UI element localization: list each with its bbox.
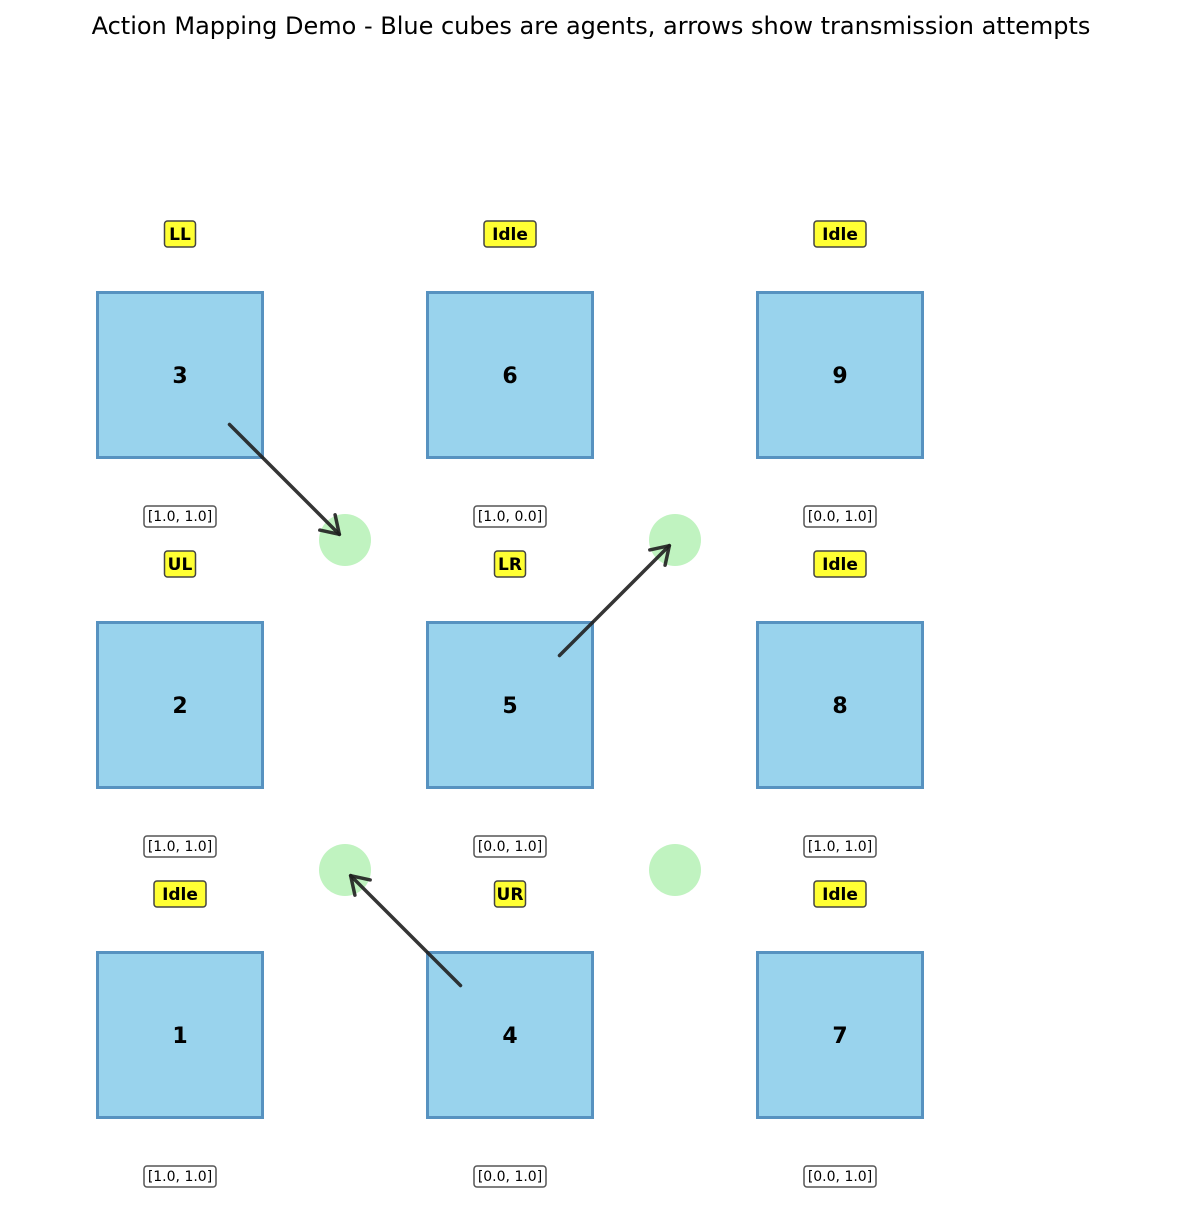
action-label: Idle: [822, 555, 858, 575]
state-box: [803, 835, 877, 858]
action-label: LR: [498, 555, 522, 575]
state-box: [143, 505, 217, 528]
state-box: [143, 1165, 217, 1188]
agent-cube-2: 2 UL [1.0, 1.0]: [96, 550, 264, 858]
agent-id-label: 8: [832, 694, 847, 719]
action-badge: [813, 220, 867, 248]
agent-square: [426, 291, 594, 459]
arrow-head: [648, 543, 672, 567]
action-badge: [493, 550, 527, 578]
state-label: [1.0, 1.0]: [148, 1169, 212, 1185]
action-badge: [493, 880, 527, 908]
agent-square: [756, 621, 924, 789]
agent-id-label: 4: [502, 1024, 517, 1049]
agent-id-label: 1: [172, 1024, 187, 1049]
agent-id-label: 9: [832, 364, 847, 389]
arrow-shaft: [557, 543, 672, 658]
transmission-arrow-3: [227, 422, 342, 537]
agent-id-label: 6: [502, 364, 517, 389]
action-label: UR: [497, 885, 524, 905]
arrow-head: [348, 873, 372, 897]
state-label: [1.0, 0.0]: [478, 509, 542, 525]
relay-node: [649, 844, 701, 896]
agent-cube-9: 9 Idle [0.0, 1.0]: [756, 220, 924, 528]
agent-cube-7: 7 Idle [0.0, 1.0]: [756, 880, 924, 1188]
agent-square: [96, 621, 264, 789]
state-box: [473, 1165, 547, 1188]
state-box: [803, 1165, 877, 1188]
transmission-arrow-4: [348, 873, 463, 988]
agent-cube-5: 5 LR [0.0, 1.0]: [426, 550, 594, 858]
action-badge: [813, 550, 867, 578]
agent-cube-4: 4 UR [0.0, 1.0]: [426, 880, 594, 1188]
agent-cube-3: 3 LL [1.0, 1.0]: [96, 220, 264, 528]
agent-cube-1: 1 Idle [1.0, 1.0]: [96, 880, 264, 1188]
action-badge: [153, 880, 207, 908]
relay-layer: [319, 514, 701, 896]
state-box: [143, 835, 217, 858]
agent-square: [96, 951, 264, 1119]
agent-square: [756, 951, 924, 1119]
state-label: [1.0, 1.0]: [148, 839, 212, 855]
action-label: Idle: [822, 225, 858, 245]
action-badge: [483, 220, 537, 248]
agent-layer: 1 Idle [1.0, 1.0] 2 UL [1.0, 1.0] 3 LL [1.0, 1.0…: [96, 220, 924, 1188]
state-label: [0.0, 1.0]: [808, 509, 872, 525]
action-label: Idle: [822, 885, 858, 905]
state-label: [0.0, 1.0]: [808, 1169, 872, 1185]
arrow-shaft: [227, 422, 342, 537]
action-badge: [163, 550, 197, 578]
agent-id-label: 3: [172, 364, 187, 389]
agent-cube-6: 6 Idle [1.0, 0.0]: [426, 220, 594, 528]
agent-id-label: 5: [502, 694, 517, 719]
agent-square: [756, 291, 924, 459]
agent-cube-8: 8 Idle [1.0, 1.0]: [756, 550, 924, 858]
action-badge: [163, 220, 197, 248]
state-box: [473, 505, 547, 528]
action-label: Idle: [162, 885, 198, 905]
state-box: [803, 505, 877, 528]
action-label: Idle: [492, 225, 528, 245]
state-label: [1.0, 1.0]: [808, 839, 872, 855]
state-box: [473, 835, 547, 858]
action-badge: [813, 880, 867, 908]
transmission-arrow-5: [557, 543, 672, 658]
arrow-head: [318, 513, 342, 537]
figure-title: Action Mapping Demo - Blue cubes are age…: [92, 12, 1091, 40]
action-label: UL: [168, 555, 193, 575]
state-label: [1.0, 1.0]: [148, 509, 212, 525]
arrow-shaft: [348, 873, 463, 988]
arrow-layer: [227, 422, 672, 988]
action-label: LL: [169, 225, 191, 245]
agent-id-label: 7: [832, 1024, 847, 1049]
state-label: [0.0, 1.0]: [478, 839, 542, 855]
agent-id-label: 2: [172, 694, 187, 719]
state-label: [0.0, 1.0]: [478, 1169, 542, 1185]
